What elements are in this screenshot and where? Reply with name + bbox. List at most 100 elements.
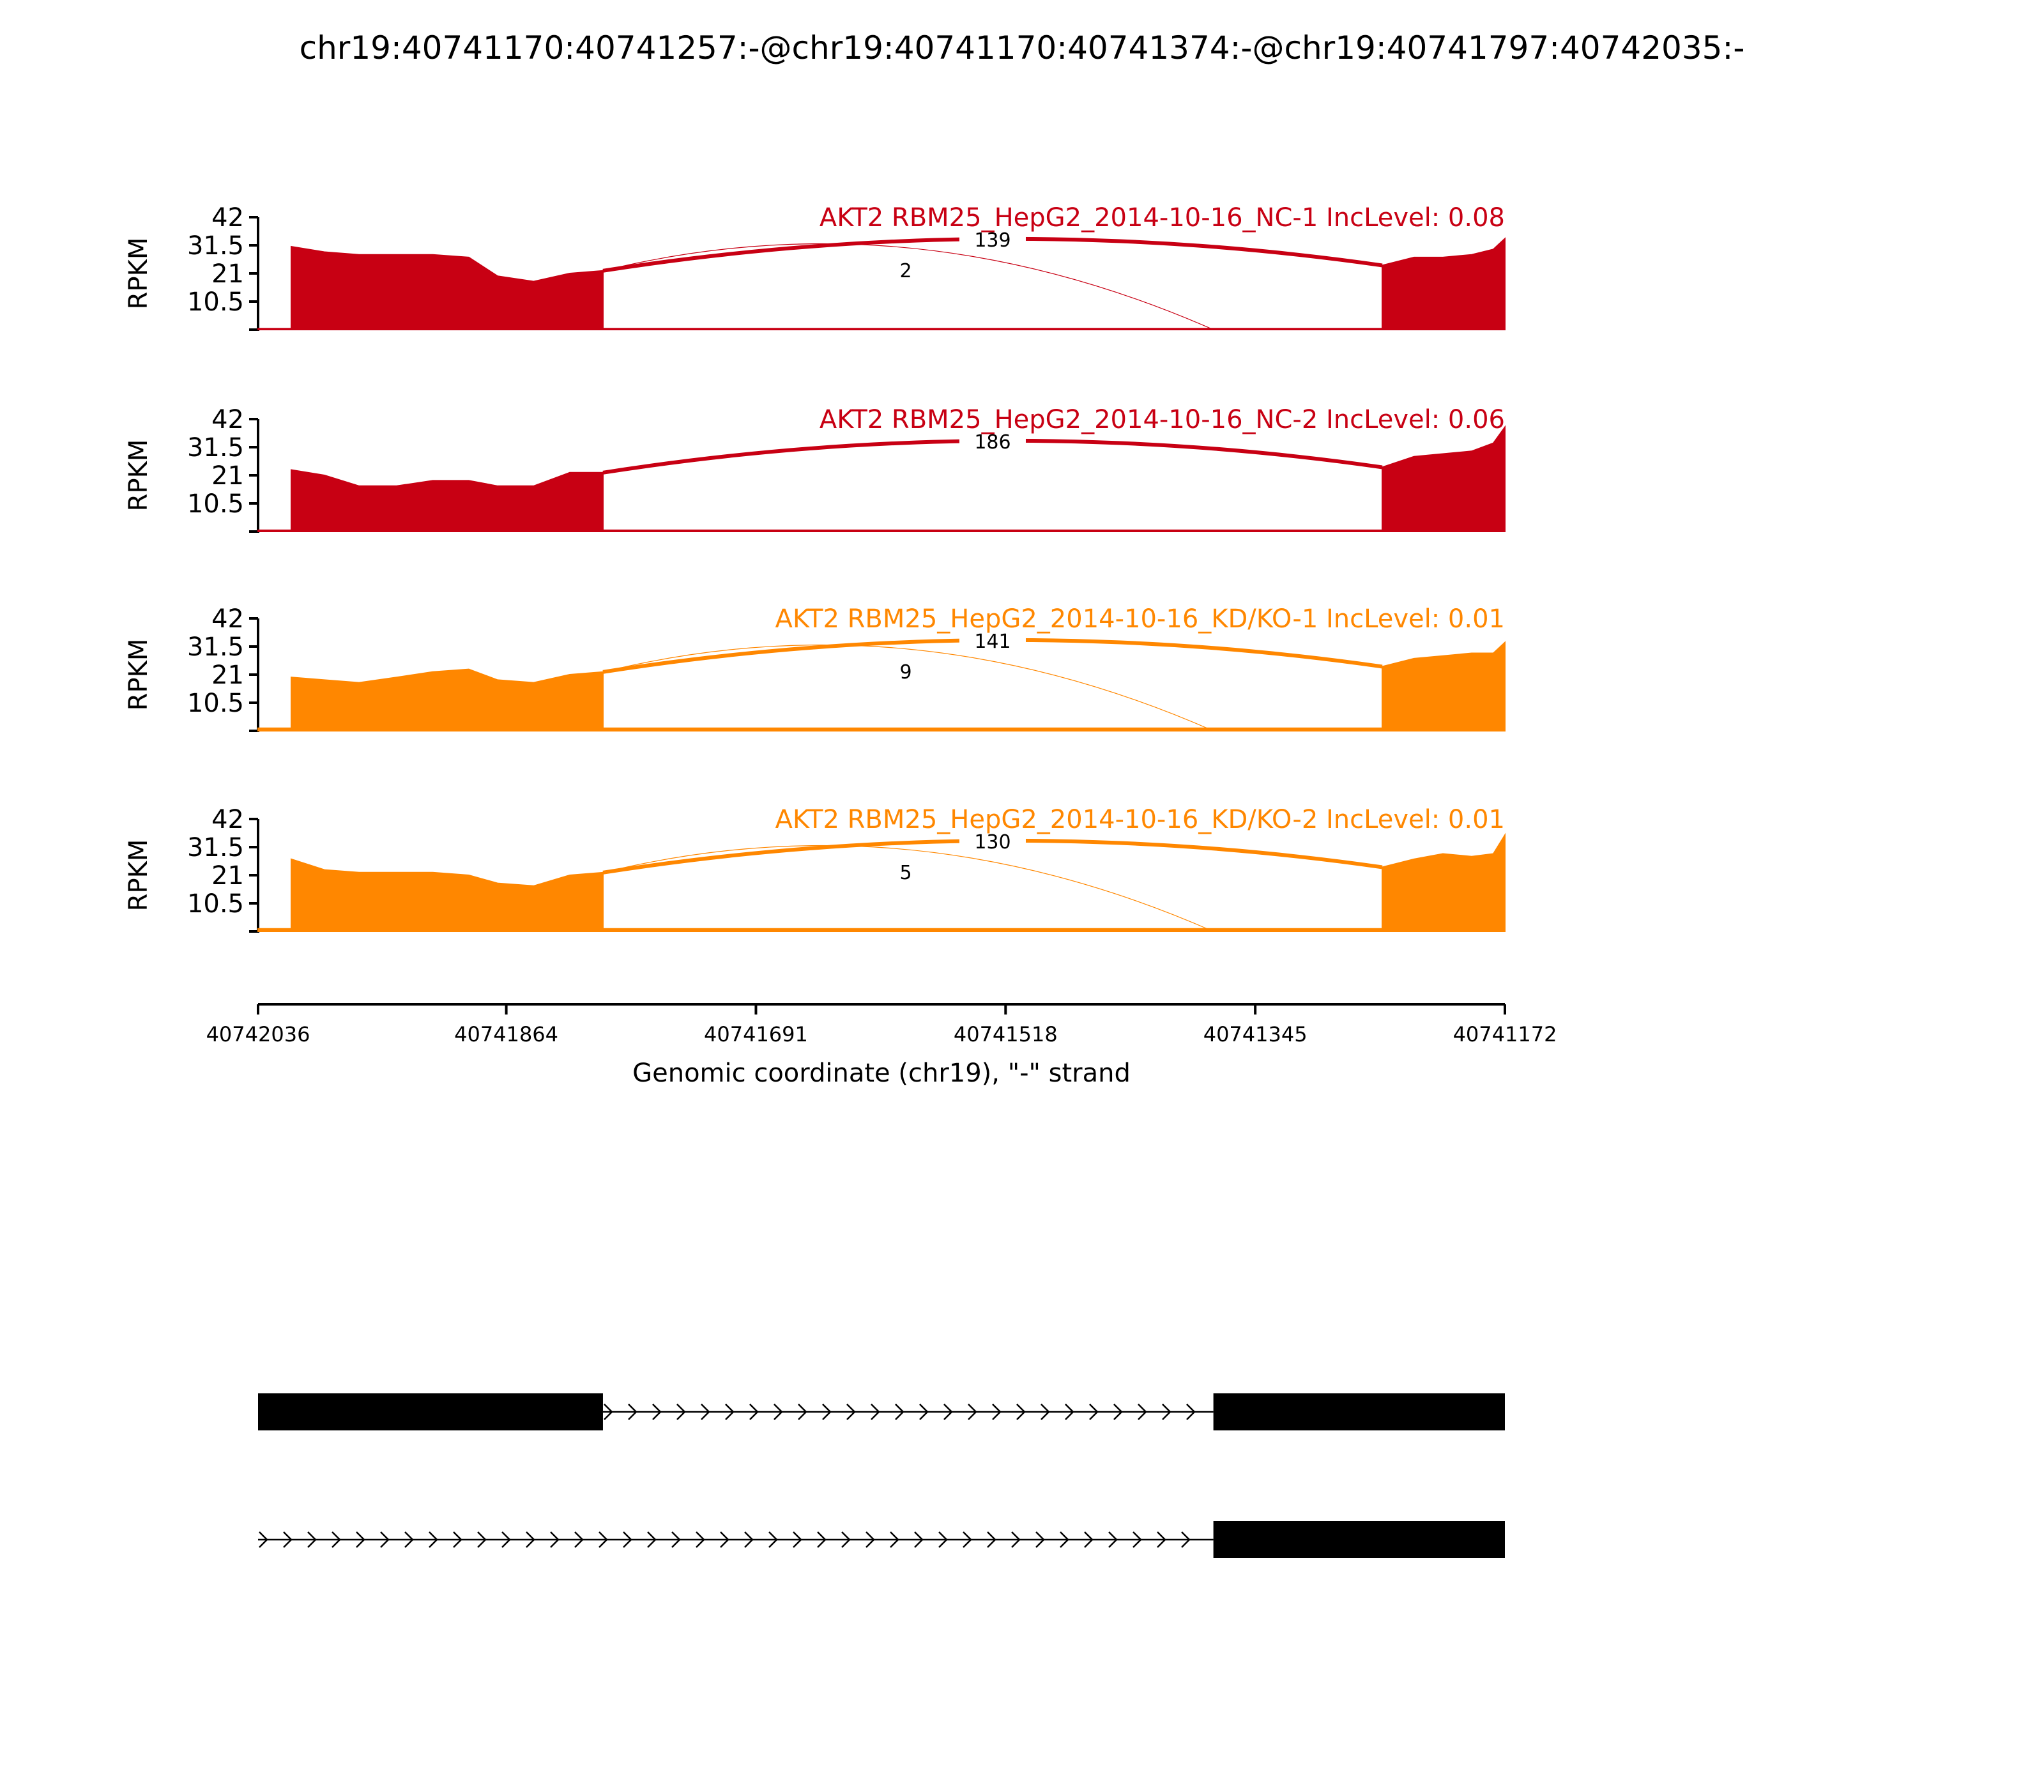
junction-arc [602, 644, 1214, 731]
junction-count-label: 141 [974, 631, 1011, 653]
y-axis-label: RPKM [124, 238, 153, 310]
strand-arrow [501, 1531, 511, 1548]
coverage-area [257, 641, 1506, 731]
y-tick-label: 10.5 [187, 889, 244, 919]
junction-count-label: 5 [899, 862, 911, 884]
y-tick-label: 42 [211, 405, 244, 434]
strand-arrow [938, 1531, 948, 1548]
strand-arrow [380, 1531, 390, 1548]
strand-arrow [696, 1531, 705, 1548]
strand-arrow [1035, 1531, 1045, 1548]
strand-arrow [1089, 1404, 1099, 1420]
x-axis-label: Genomic coordinate (chr19), "-" strand [632, 1059, 1131, 1088]
strand-arrow [429, 1531, 438, 1548]
junction-count-label: 139 [974, 229, 1011, 252]
strand-arrow [676, 1404, 686, 1420]
strand-arrow [283, 1531, 293, 1548]
strand-arrow [1041, 1404, 1050, 1420]
y-tick-label: 42 [211, 604, 244, 634]
strand-arrow [1011, 1531, 1021, 1548]
x-tick-label: 40741345 [1203, 1022, 1308, 1046]
strand-arrow [1162, 1404, 1171, 1420]
y-tick-label: 10.5 [187, 287, 244, 317]
strand-arrow [671, 1531, 681, 1548]
strand-arrow [749, 1404, 759, 1420]
track-name: AKT2 RBM25_HepG2_2014-10-16_NC-2 IncLeve… [820, 405, 1505, 434]
y-axis-label: RPKM [124, 839, 153, 912]
strand-arrow [1186, 1404, 1196, 1420]
strand-arrow [550, 1531, 560, 1548]
y-tick-label: 10.5 [187, 489, 244, 519]
strand-arrow [1138, 1404, 1147, 1420]
y-axis-label: RPKM [124, 639, 153, 711]
isoform-row [258, 1393, 1505, 1430]
strand-arrow [307, 1531, 317, 1548]
y-tick-label: 31.5 [187, 632, 244, 662]
strand-arrow [652, 1404, 662, 1420]
y-tick-label: 31.5 [187, 433, 244, 463]
strand-arrow [744, 1531, 754, 1548]
strand-arrow [798, 1404, 807, 1420]
strand-arrow [895, 1404, 904, 1420]
strand-arrow [599, 1531, 608, 1548]
strand-arrow [477, 1531, 487, 1548]
strand-arrow [1181, 1531, 1191, 1548]
strand-arrow [890, 1531, 899, 1548]
y-tick-label: 21 [211, 661, 244, 690]
strand-arrow [404, 1531, 414, 1548]
junction-count-label: 186 [974, 431, 1011, 454]
y-tick-label: 31.5 [187, 231, 244, 261]
y-tick-label: 42 [211, 203, 244, 233]
strand-arrow [987, 1531, 996, 1548]
strand-arrow [701, 1404, 710, 1420]
y-tick-label: 42 [211, 805, 244, 834]
x-tick-label: 40741691 [704, 1022, 808, 1046]
x-axis: 40742036 40741864 40741691 40741518 40741345… [206, 1003, 1557, 1046]
x-tick-label: 40742036 [206, 1022, 310, 1046]
strand-arrow [871, 1404, 880, 1420]
junction-arc [602, 845, 1214, 932]
strand-arrow [604, 1404, 613, 1420]
track-name: AKT2 RBM25_HepG2_2014-10-16_KD/KO-1 IncL… [775, 604, 1505, 634]
strand-arrow [1108, 1531, 1118, 1548]
strand-arrow [356, 1531, 365, 1548]
isoform-models [258, 1393, 1505, 1558]
strand-arrow [1060, 1531, 1069, 1548]
strand-arrow [846, 1404, 856, 1420]
exon-block [1213, 1521, 1505, 1558]
strand-arrow [526, 1531, 535, 1548]
strand-arrow [963, 1531, 972, 1548]
strand-arrow [822, 1404, 832, 1420]
strand-arrow [1065, 1404, 1074, 1420]
strand-arrow [574, 1531, 584, 1548]
x-tick-label: 40741518 [954, 1022, 1058, 1046]
y-tick-label: 10.5 [187, 689, 244, 718]
strand-arrow [725, 1404, 735, 1420]
x-tick-label: 40741172 [1453, 1022, 1557, 1046]
strand-arrow [968, 1404, 977, 1420]
junction-arc [602, 243, 1214, 330]
junction-count-label: 2 [899, 260, 911, 282]
junction-label-bg [959, 828, 1026, 852]
y-tick-label: 21 [211, 461, 244, 491]
strand-arrow [866, 1531, 875, 1548]
strand-arrow [774, 1404, 783, 1420]
strand-arrow [914, 1531, 924, 1548]
y-tick-label: 31.5 [187, 833, 244, 862]
strand-arrow [647, 1531, 657, 1548]
track-name: AKT2 RBM25_HepG2_2014-10-16_NC-1 IncLeve… [820, 203, 1505, 233]
strand-arrow [1016, 1404, 1026, 1420]
exon-block [258, 1393, 603, 1430]
x-tick-label: 40741864 [454, 1022, 558, 1046]
junction-label-bg [959, 428, 1026, 452]
strand-arrow [817, 1531, 827, 1548]
strand-arrow [992, 1404, 1002, 1420]
strand-arrow [453, 1531, 462, 1548]
strand-arrow [1113, 1404, 1123, 1420]
